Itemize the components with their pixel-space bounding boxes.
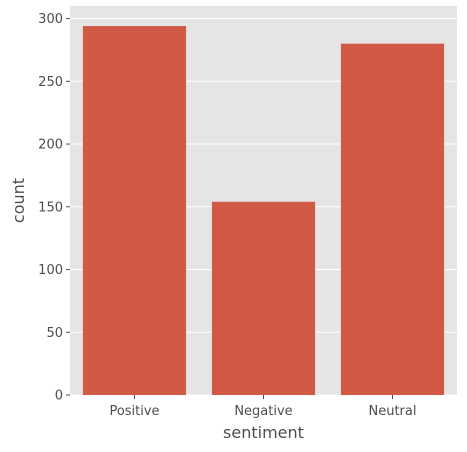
bars	[82, 26, 445, 395]
y-axis-ticks: 0 50 100 150 200 250 300	[38, 12, 70, 404]
y-tick-label-50: 50	[46, 326, 63, 341]
y-tick-label-150: 150	[38, 200, 63, 215]
x-tick-label-negative: Negative	[234, 404, 292, 419]
bar-negative	[211, 201, 316, 395]
bar-positive	[82, 26, 187, 395]
x-tick-label-positive: Positive	[109, 404, 159, 419]
x-axis-label: sentiment	[223, 423, 304, 442]
y-tick-label-300: 300	[38, 12, 63, 27]
y-tick-label-250: 250	[38, 75, 63, 90]
y-axis-label: count	[9, 178, 28, 223]
y-tick-label-200: 200	[38, 138, 63, 153]
bar-neutral	[340, 43, 445, 395]
y-tick-label-0: 0	[55, 389, 63, 404]
y-tick-label-100: 100	[38, 263, 63, 278]
x-tick-label-neutral: Neutral	[369, 404, 417, 419]
x-axis-ticks: Positive Negative Neutral	[109, 395, 416, 419]
